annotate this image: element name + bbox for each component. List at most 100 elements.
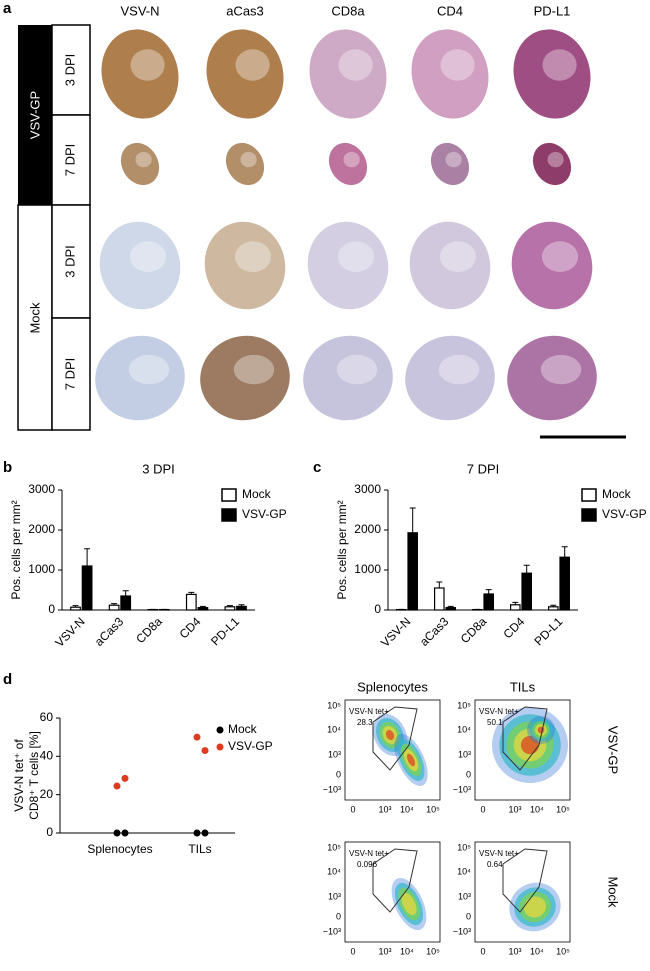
tissue-detail bbox=[235, 49, 270, 81]
bar bbox=[236, 605, 247, 611]
flow-y-tick-label: 10⁴ bbox=[327, 866, 341, 876]
tissue-section bbox=[307, 221, 389, 310]
gate-value: 28.3 bbox=[357, 718, 373, 727]
flow-x-tick-label: 10⁴ bbox=[400, 804, 414, 814]
gate-label: VSV-N tet+ bbox=[479, 849, 519, 858]
tissue-detail bbox=[233, 354, 275, 385]
flow-y-tick-label: 10³ bbox=[458, 891, 471, 901]
error-bar bbox=[447, 605, 454, 608]
chart-title: 3 DPI bbox=[142, 461, 175, 476]
tissue-detail bbox=[542, 241, 578, 273]
error-bar bbox=[188, 591, 195, 595]
data-point bbox=[121, 829, 129, 837]
flow-y-tick-label: 10⁵ bbox=[327, 842, 341, 852]
flow-x-tick-label: 0 bbox=[480, 804, 485, 814]
gate-label: VSV-N tet+ bbox=[349, 707, 389, 716]
flow-x-tick-label: 10⁴ bbox=[530, 804, 544, 814]
tissue-section bbox=[430, 142, 470, 186]
tissue-detail bbox=[240, 151, 257, 168]
tissue-section bbox=[405, 335, 495, 421]
x-tick-label: CD4 bbox=[500, 614, 527, 641]
flow-x-tick-label: 10⁵ bbox=[556, 804, 570, 814]
flow-y-tick-label: 10⁵ bbox=[457, 700, 471, 710]
tissue-detail bbox=[540, 354, 582, 385]
x-tick-label: TILs bbox=[188, 842, 211, 856]
gate-value: 0.096 bbox=[357, 860, 378, 869]
tissue-detail bbox=[440, 241, 476, 273]
y-axis-label: Pos. cells per mm² bbox=[335, 500, 349, 599]
column-header: CD8a bbox=[331, 3, 365, 18]
legend-label: VSV-GP bbox=[228, 739, 273, 753]
x-tick-label: aCas3 bbox=[417, 614, 452, 649]
flow-x-tick-label: 10⁴ bbox=[400, 946, 414, 956]
timepoint-box bbox=[51, 114, 91, 206]
tissue-detail bbox=[542, 49, 577, 81]
density-cloud bbox=[406, 753, 416, 767]
error-bar bbox=[485, 589, 492, 594]
tissue-section bbox=[99, 221, 181, 310]
error-bar bbox=[409, 507, 416, 533]
legend-marker bbox=[216, 726, 224, 734]
tissue-detail bbox=[135, 151, 152, 168]
error-bar bbox=[199, 605, 206, 608]
legend-marker bbox=[216, 743, 224, 751]
tissue-detail bbox=[130, 241, 166, 273]
error-bar bbox=[84, 548, 91, 566]
flow-y-tick-label: 10⁵ bbox=[457, 842, 471, 852]
bar bbox=[510, 604, 521, 611]
timepoint-label: 7 DPI bbox=[62, 144, 77, 177]
flow-y-tick-label: 10³ bbox=[328, 749, 341, 759]
tissue-detail bbox=[438, 354, 480, 385]
panel-label: a bbox=[3, 0, 12, 17]
flow-column-header: Splenocytes bbox=[357, 679, 428, 694]
tissue-detail bbox=[440, 49, 475, 81]
flow-plot-frame bbox=[344, 841, 441, 943]
flow-y-tick-label: 10⁵ bbox=[327, 700, 341, 710]
y-tick-label: 40 bbox=[40, 749, 54, 763]
flow-x-tick-label: 0 bbox=[480, 946, 485, 956]
column-header: aCas3 bbox=[226, 3, 264, 18]
flow-y-tick-label: −10³ bbox=[453, 784, 471, 794]
chart-title: 7 DPI bbox=[467, 461, 500, 476]
flow-x-tick-label: 0 bbox=[350, 946, 355, 956]
gate bbox=[502, 848, 548, 913]
column-header: PD-L1 bbox=[534, 3, 571, 18]
timepoint-label: 7 DPI bbox=[62, 358, 77, 391]
tissue-section bbox=[95, 335, 185, 421]
bar bbox=[407, 532, 418, 611]
legend-label: VSV-GP bbox=[242, 507, 287, 521]
panel-label: d bbox=[3, 671, 12, 688]
tissue-detail bbox=[336, 354, 378, 385]
x-tick-label: PD-L1 bbox=[531, 614, 565, 648]
gate bbox=[502, 706, 548, 771]
error-bar bbox=[122, 590, 129, 596]
bar bbox=[521, 572, 532, 611]
error-bar bbox=[550, 604, 557, 607]
tissue-detail bbox=[128, 354, 170, 385]
bar bbox=[185, 593, 197, 611]
density-cloud bbox=[520, 735, 540, 755]
bar bbox=[120, 595, 132, 611]
timepoint-label: 3 DPI bbox=[62, 54, 77, 87]
gate-label: VSV-N tet+ bbox=[349, 849, 389, 858]
error-bar bbox=[111, 603, 118, 606]
flow-x-tick-label: 0 bbox=[350, 804, 355, 814]
y-tick-label: 1000 bbox=[28, 562, 55, 576]
data-point bbox=[201, 829, 209, 837]
error-bar bbox=[72, 605, 79, 608]
legend-label: Mock bbox=[602, 487, 632, 501]
group-box bbox=[17, 204, 53, 431]
tissue-section bbox=[303, 335, 393, 421]
error-bar bbox=[512, 601, 519, 605]
y-axis-label: VSV-N tet⁺ of bbox=[12, 739, 26, 812]
tissue-section bbox=[328, 142, 368, 186]
tissue-section bbox=[206, 29, 284, 119]
panel-label: c bbox=[313, 459, 321, 476]
x-tick-label: aCas3 bbox=[92, 614, 127, 649]
flow-y-tick-label: 10⁴ bbox=[327, 724, 341, 734]
data-point bbox=[121, 774, 129, 782]
error-bar bbox=[238, 604, 245, 607]
flow-y-tick-label: −10³ bbox=[323, 926, 341, 936]
flow-x-tick-label: 10⁴ bbox=[530, 946, 544, 956]
